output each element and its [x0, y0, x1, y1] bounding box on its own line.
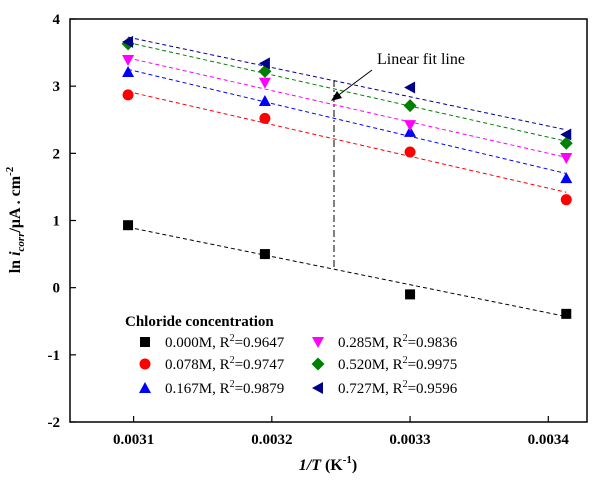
fit-line-2: [127, 68, 567, 174]
y-tick-label: 0: [53, 281, 61, 297]
fit-line-4: [127, 42, 567, 142]
legend-label-2: 0.167M, R2=0.9879: [165, 379, 284, 397]
data-point-4-3: [559, 136, 573, 150]
fit-line-3: [127, 57, 567, 158]
data-point-0-1: [259, 249, 270, 260]
data-point-4-2: [403, 99, 417, 113]
legend-marker-0: [140, 337, 150, 347]
data-point-1-2: [404, 146, 416, 158]
legend-label-3: 0.285M, R2=0.9836: [338, 333, 458, 351]
legend-marker-2: [139, 382, 151, 393]
data-point-1-1: [259, 112, 271, 124]
fit-lines: [127, 36, 567, 318]
data-point-5-0: [122, 35, 134, 48]
data-point-2-0: [122, 66, 135, 78]
data-point-3-2: [404, 120, 417, 132]
data-point-0-2: [405, 289, 416, 300]
x-tick-label: 0.0032: [251, 432, 292, 448]
legend-marker-5: [312, 382, 323, 394]
data-point-5-2: [404, 81, 416, 94]
data-point-5-3: [560, 128, 572, 141]
fit-line-0: [127, 226, 567, 318]
legend-label-5: 0.727M, R2=0.9596: [338, 379, 458, 397]
data-point-3-0: [122, 54, 135, 66]
data-point-1-3: [560, 194, 572, 206]
axis-ticks: 0.0031 0.0032 0.0033 0.0034 4 3 2 1 0 -1 -2: [48, 12, 570, 448]
data-point-1-0: [122, 89, 134, 101]
legend-label-1: 0.078M, R2=0.9747: [165, 355, 285, 373]
plot-frame: [69, 18, 588, 423]
data-point-5-1: [258, 57, 270, 70]
data-points: [121, 35, 573, 319]
data-point-2-3: [560, 172, 573, 184]
fit-line-5: [127, 36, 567, 131]
fit-line-1: [127, 91, 567, 193]
legend-marker-1: [139, 358, 151, 370]
legend-label-0: 0.000M, R2=0.9647: [165, 333, 285, 351]
x-tick-label: 0.0034: [528, 432, 570, 448]
legend-marker-4: [311, 357, 325, 371]
annotation-arrow: [335, 69, 373, 98]
legend-title: Chloride concentration: [125, 314, 274, 330]
data-point-0-3: [561, 308, 572, 319]
y-tick-label: 3: [53, 79, 61, 95]
y-tick-label: -2: [48, 415, 61, 431]
legend-marker-3: [312, 337, 324, 348]
data-point-2-2: [404, 125, 417, 137]
data-point-0-0: [123, 220, 134, 231]
legend-label-4: 0.520M, R2=0.9975: [338, 355, 457, 373]
x-tick-label: 0.0033: [389, 432, 430, 448]
x-axis-label: 1/T (K-1): [299, 454, 358, 474]
y-tick-label: -1: [48, 348, 61, 364]
y-tick-label: 2: [53, 146, 61, 162]
y-axis-label: ln icorr/μA . cm-2: [4, 166, 27, 273]
data-point-3-3: [560, 153, 573, 165]
x-tick-label: 0.0031: [113, 432, 154, 448]
y-tick-label: 4: [53, 12, 61, 28]
y-tick-label: 1: [53, 214, 61, 230]
annotation-label: Linear fit line: [377, 51, 465, 68]
annotation-arrowhead: [331, 91, 342, 101]
data-point-3-1: [258, 77, 271, 89]
data-point-2-1: [258, 94, 271, 106]
legend: Chloride concentration 0.000M, R2=0.9647…: [125, 314, 458, 397]
